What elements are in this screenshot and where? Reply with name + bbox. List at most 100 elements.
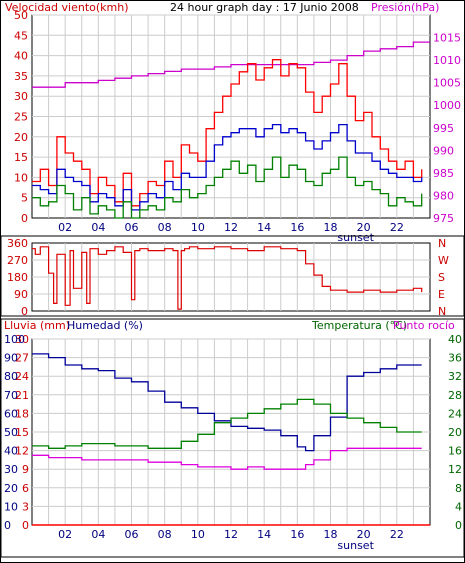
humidity-tick-label: 20 (4, 482, 18, 495)
pressure-tick-label: 1005 (433, 77, 461, 90)
x-tick-label: 12 (224, 221, 238, 234)
x-tick-label: 08 (158, 528, 172, 541)
temperature-axis-label: Temperatura (°C) (311, 319, 407, 332)
pressure-tick-label: 1010 (433, 54, 461, 67)
rain-tick-label: 18 (15, 407, 29, 420)
x-tick-label: 16 (290, 528, 304, 541)
x-tick-label: 06 (125, 528, 139, 541)
humidity-tick-label: 30 (4, 463, 18, 476)
temperature-line (32, 398, 422, 449)
rain-tick-label: 27 (15, 352, 29, 365)
dewpoint-line (32, 447, 422, 470)
sunset-label: sunset (337, 539, 374, 552)
x-tick-label: 06 (125, 221, 139, 234)
pressure-tick-label: 995 (433, 122, 454, 135)
direction-tick-label: 90 (14, 288, 28, 301)
humidity-tick-label: 90 (4, 352, 18, 365)
x-tick-label: 08 (158, 221, 172, 234)
rain-tick-label: 30 (15, 333, 29, 346)
pressure-tick-label: 990 (433, 144, 454, 157)
wind-tick-label: 25 (14, 111, 28, 124)
compass-tick-label: W (438, 254, 449, 267)
direction-line (32, 246, 423, 310)
temperature-tick-label: 36 (448, 352, 462, 365)
temperature-tick-label: 40 (448, 333, 462, 346)
pressure-tick-label: 985 (433, 167, 454, 180)
temperature-tick-label: 24 (448, 407, 462, 420)
x-tick-label: 04 (91, 528, 105, 541)
temperature-tick-label: 28 (448, 389, 462, 402)
temperature-tick-label: 0 (455, 519, 462, 532)
direction-tick-label: 360 (7, 237, 28, 250)
wind-tick-label: 0 (21, 212, 28, 225)
wind-tick-label: 20 (14, 131, 28, 144)
x-tick-label: 10 (191, 221, 205, 234)
temperature-tick-label: 8 (455, 482, 462, 495)
wind-tick-label: 35 (14, 70, 28, 83)
compass-tick-label: N (438, 305, 446, 318)
compass-tick-label: E (438, 288, 445, 301)
rain-tick-label: 3 (22, 500, 29, 513)
humidity-axis-label: Humedad (%) (67, 319, 143, 332)
humidity-tick-label: 100 (4, 333, 25, 346)
x-tick-label: 22 (390, 528, 404, 541)
pressure-axis-label: Presión(hPa) (371, 1, 439, 14)
climate-panel: 0369121518212427300102030405060708090100… (4, 333, 462, 552)
wind-tick-label: 30 (14, 90, 28, 103)
humidity-line (32, 353, 422, 452)
pressure-line (32, 41, 430, 88)
x-tick-label: 10 (191, 528, 205, 541)
rain-axis-label: Lluvia (mm) (4, 319, 70, 332)
x-tick-label: 22 (390, 221, 404, 234)
rain-tick-label: 9 (22, 463, 29, 476)
climate-panel-border (0, 318, 465, 558)
humidity-tick-label: 60 (4, 407, 18, 420)
compass-tick-label: N (438, 237, 446, 250)
humidity-tick-label: 50 (4, 426, 18, 439)
x-tick-label: 18 (324, 221, 338, 234)
direction-tick-label: 270 (7, 254, 28, 267)
x-tick-label: 16 (290, 221, 304, 234)
wind-tick-label: 5 (21, 192, 28, 205)
compass-tick-label: S (438, 271, 445, 284)
wind_gust-line (32, 59, 423, 207)
temperature-tick-label: 20 (448, 426, 462, 439)
rain-tick-label: 0 (22, 519, 29, 532)
x-tick-label: 14 (257, 528, 271, 541)
x-tick-label: 02 (58, 528, 72, 541)
rain-tick-label: 15 (15, 426, 29, 439)
sunset-label: sunset (337, 231, 374, 244)
temperature-tick-label: 32 (448, 370, 462, 383)
dewpoint-axis-label: Punto rocío (393, 319, 455, 332)
humidity-tick-label: 0 (4, 519, 11, 532)
pressure-tick-label: 980 (433, 189, 454, 202)
pressure-tick-label: 1000 (433, 99, 461, 112)
wind-tick-label: 10 (14, 171, 28, 184)
direction-panel-border (0, 235, 465, 317)
wind-axis-label: Velocidad viento(kmh) (5, 1, 129, 14)
rain-tick-label: 21 (15, 389, 29, 402)
wind-tick-label: 45 (14, 29, 28, 42)
wind_low-line (32, 156, 423, 219)
rain-tick-label: 6 (22, 482, 29, 495)
x-tick-label: 20 (357, 528, 371, 541)
direction-tick-label: 180 (7, 271, 28, 284)
graph-title: 24 hour graph day : 17 Junio 2008 (170, 1, 359, 14)
pressure-tick-label: 1015 (433, 32, 461, 45)
humidity-tick-label: 80 (4, 370, 18, 383)
rain-tick-label: 24 (15, 370, 29, 383)
wind-tick-label: 15 (14, 151, 28, 164)
x-tick-label: 04 (91, 221, 105, 234)
x-tick-label: 14 (257, 221, 271, 234)
wind-tick-label: 50 (14, 9, 28, 22)
temperature-tick-label: 12 (448, 463, 462, 476)
wind-tick-label: 40 (14, 50, 28, 63)
x-tick-label: 18 (324, 528, 338, 541)
humidity-tick-label: 10 (4, 500, 18, 513)
x-tick-label: 02 (58, 221, 72, 234)
temperature-tick-label: 16 (448, 445, 462, 458)
x-tick-label: 20 (357, 221, 371, 234)
